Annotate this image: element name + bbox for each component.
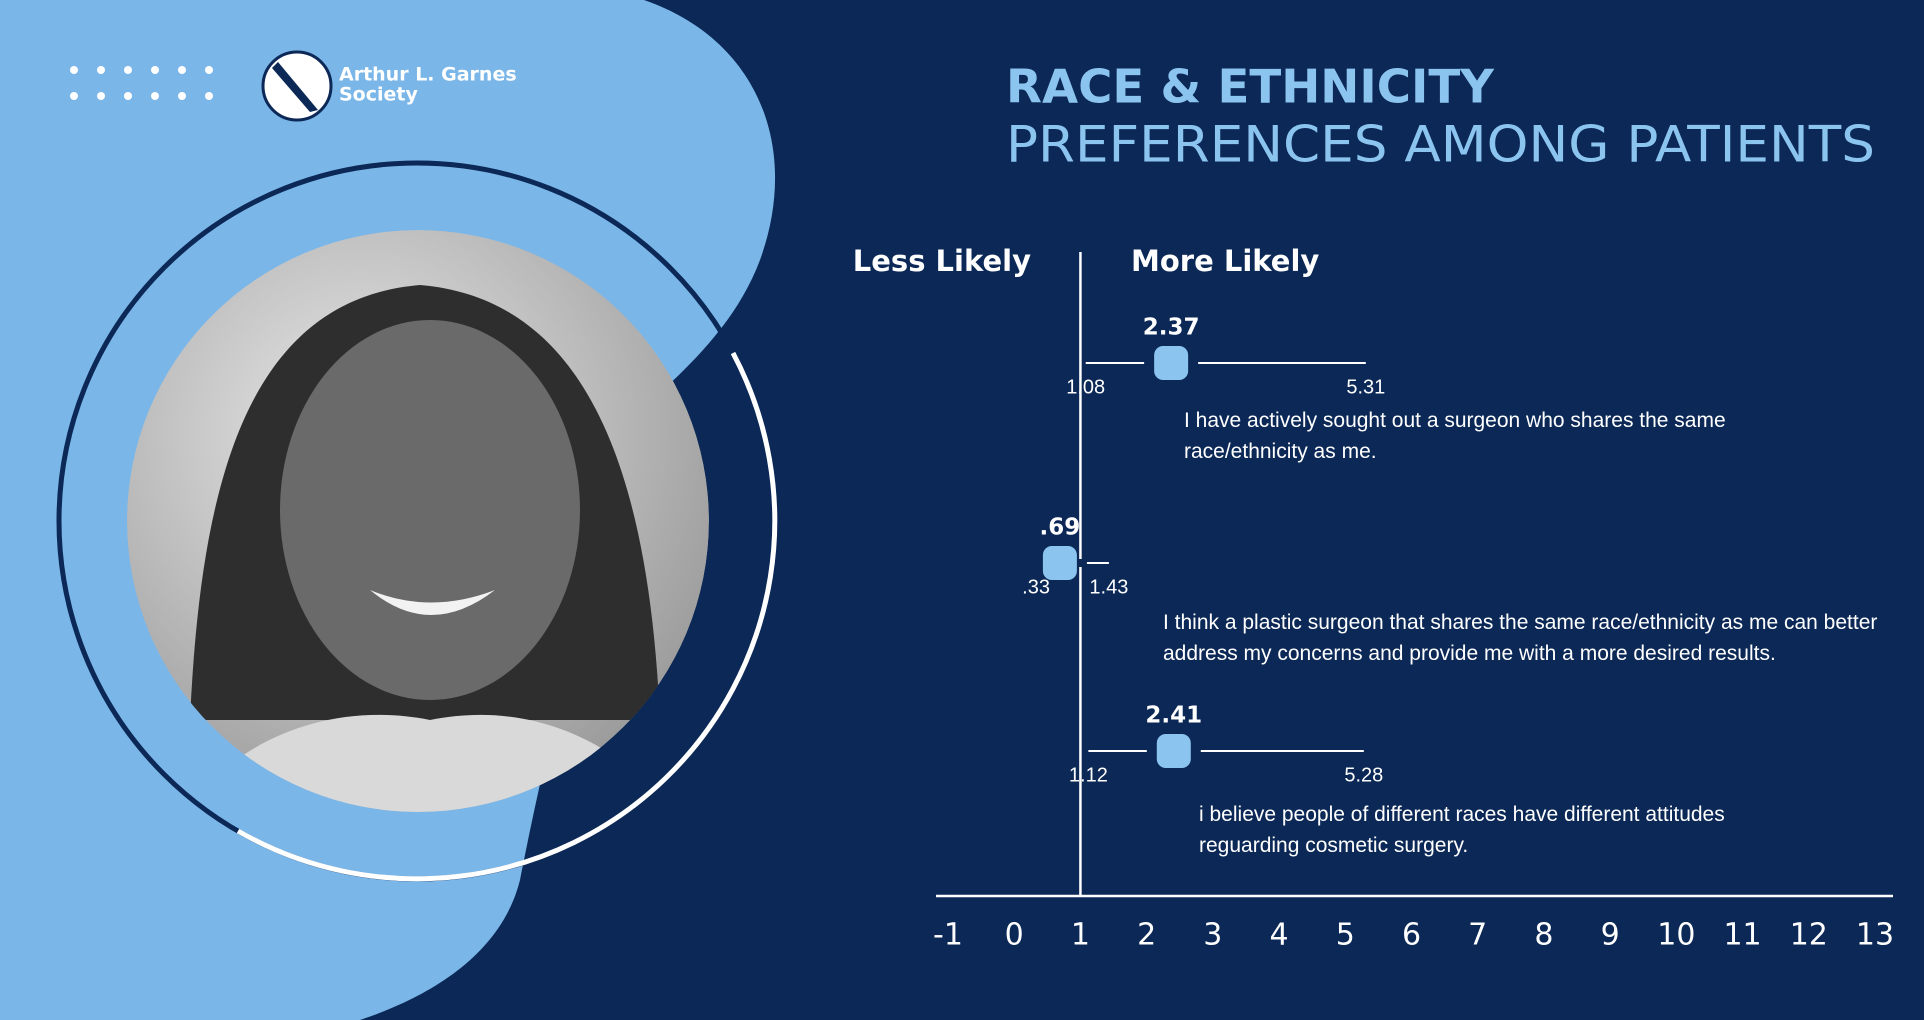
- lower-label: 1.12: [1069, 764, 1108, 786]
- logo-text: Arthur L. Garnes: [339, 64, 517, 86]
- x-tick-label: 7: [1468, 918, 1487, 953]
- right-label: More Likely: [1131, 244, 1319, 278]
- x-tick-label: 10: [1657, 918, 1695, 953]
- x-tick-label: 13: [1856, 918, 1894, 953]
- x-tick-label: 11: [1723, 918, 1761, 953]
- logo-text: Society: [339, 84, 418, 106]
- statement: I think a plastic surgeon that shares th…: [1163, 607, 1918, 669]
- x-tick-label: 2: [1137, 918, 1156, 953]
- statement: i believe people of different races have…: [1199, 799, 1809, 861]
- upper-label: 5.28: [1344, 764, 1383, 786]
- upper-label: 5.31: [1346, 376, 1385, 398]
- estimate-label: 2.37: [1143, 315, 1200, 341]
- x-tick-label: 5: [1336, 918, 1355, 953]
- x-tick-label: 4: [1270, 918, 1289, 953]
- estimate-marker: [1043, 546, 1077, 580]
- chart: Arthur L. Garnes Society RACE & ETHNICIT…: [0, 0, 1924, 1020]
- chart-subtitle: PREFERENCES AMONG PATIENTS: [1006, 116, 1875, 174]
- lower-label: 1.08: [1066, 376, 1105, 398]
- estimate-label: 2.41: [1145, 703, 1202, 729]
- lower-label: .33: [1022, 576, 1050, 598]
- x-tick-label: 9: [1601, 918, 1620, 953]
- chart-title: RACE & ETHNICITY: [1006, 60, 1495, 114]
- x-tick-label: -1: [933, 918, 963, 953]
- left-label: Less Likely: [853, 244, 1031, 278]
- x-tick-label: 3: [1203, 918, 1222, 953]
- x-tick-label: 0: [1005, 918, 1024, 953]
- x-tick-label: 12: [1790, 918, 1828, 953]
- estimate-marker: [1157, 734, 1191, 768]
- x-tick-label: 6: [1402, 918, 1421, 953]
- upper-label: 1.43: [1089, 576, 1128, 598]
- page: Arthur L. Garnes Society RACE & ETHNICIT…: [0, 0, 1924, 1020]
- statement: I have actively sought out a surgeon who…: [1184, 405, 1794, 467]
- estimate-label: .69: [1040, 515, 1081, 541]
- x-tick-label: 8: [1534, 918, 1553, 953]
- estimate-marker: [1154, 346, 1188, 380]
- x-tick-label: 1: [1071, 918, 1090, 953]
